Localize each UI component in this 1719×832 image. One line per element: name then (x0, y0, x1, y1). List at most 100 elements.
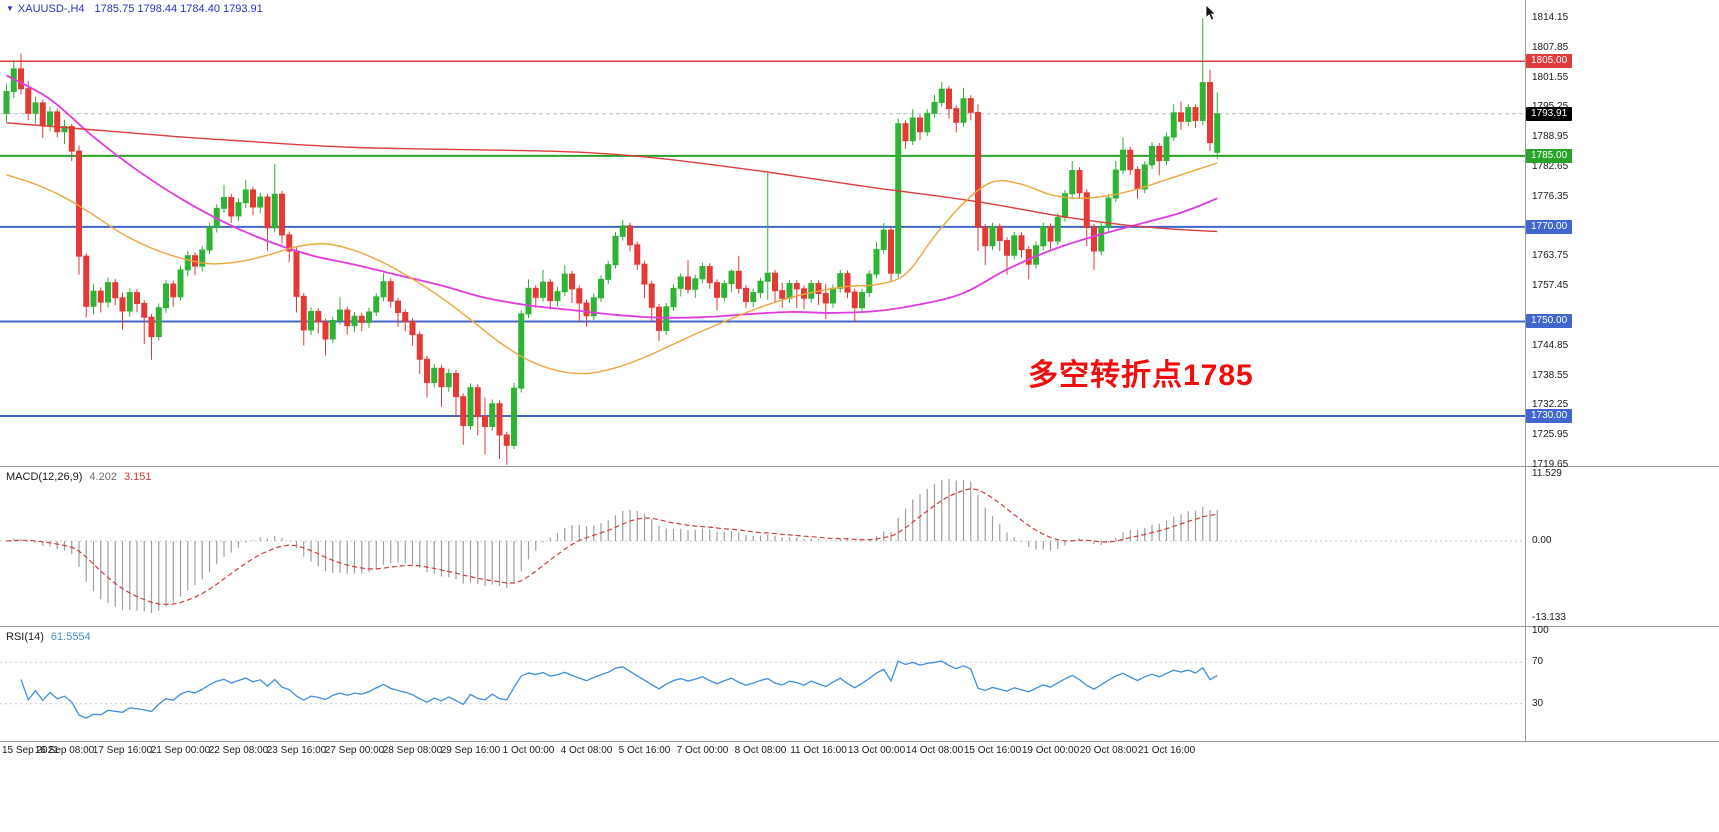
macd-main-value: 4.202 (89, 471, 117, 483)
candle (931, 101, 938, 114)
time-label: 20 Oct 08:00 (1079, 745, 1138, 756)
candle (155, 307, 162, 338)
candle (351, 315, 358, 327)
dropdown-triangle-icon[interactable]: ▼ (6, 4, 14, 13)
candle (221, 197, 227, 209)
price-tick: 1738.55 (1532, 369, 1569, 381)
candle (902, 123, 909, 142)
macd-panel[interactable] (0, 467, 1525, 626)
rsi-value: 61.5554 (50, 631, 91, 643)
candle (97, 290, 104, 303)
candle (358, 315, 365, 323)
candle (750, 292, 757, 303)
time-label: 1 Oct 00:00 (502, 745, 555, 756)
candle (482, 416, 488, 427)
candle (822, 293, 829, 304)
candle (917, 117, 923, 133)
ma-magenta[interactable] (6, 74, 1218, 319)
candle (344, 309, 351, 327)
candle (402, 311, 409, 322)
candle (1112, 169, 1119, 199)
candle (938, 88, 945, 103)
candle (90, 290, 97, 307)
candle (888, 229, 894, 274)
candle (518, 313, 525, 389)
candle (119, 297, 126, 312)
rsi-tick: 30 (1532, 697, 1544, 709)
candle (598, 278, 604, 299)
time-label: 21 Oct 16:00 (1137, 745, 1196, 756)
time-label: 7 Oct 00:00 (676, 745, 729, 756)
candle (387, 281, 394, 302)
candle (424, 358, 430, 383)
price-tick: 1763.75 (1532, 250, 1569, 262)
candle (714, 282, 720, 298)
rsi-panel[interactable] (0, 627, 1525, 741)
price-level-badge: 1785.00 (1526, 148, 1573, 163)
candle (511, 387, 517, 446)
candle (779, 290, 786, 299)
candle (279, 193, 285, 236)
candle (308, 311, 314, 331)
candle (235, 202, 242, 217)
candle (670, 287, 677, 308)
candle (547, 281, 554, 302)
candle (648, 283, 655, 308)
candle (460, 396, 467, 427)
panel-separator[interactable] (0, 626, 1719, 627)
candle (525, 287, 532, 315)
time-label: 8 Oct 08:00 (734, 745, 787, 756)
candle (1054, 216, 1061, 242)
annotation-text[interactable]: 多空转折点1785 (1028, 359, 1254, 392)
candle (677, 276, 684, 289)
price-axis[interactable]: 1814.151807.851801.551795.251788.951782.… (1526, 0, 1719, 762)
candle (54, 111, 61, 133)
candle (692, 278, 699, 290)
candle (1141, 164, 1148, 190)
price-level-badge: 1750.00 (1526, 314, 1573, 329)
candle (844, 273, 851, 293)
candle (1076, 170, 1083, 194)
candle (264, 196, 271, 229)
price-tick: 1744.85 (1532, 339, 1569, 351)
rsi-indicator-label: RSI(14) 61.5554 (6, 631, 91, 643)
time-label: 14 Oct 08:00 (905, 745, 964, 756)
candle (271, 193, 278, 229)
main-price-chart[interactable] (0, 0, 1525, 466)
candle (228, 197, 235, 217)
candle (453, 372, 459, 398)
candle (540, 281, 546, 298)
candle (1018, 235, 1025, 251)
candle (554, 291, 561, 302)
candle (250, 189, 256, 208)
candle (1185, 107, 1192, 122)
candle (300, 295, 307, 331)
candle (380, 281, 387, 298)
candle (837, 273, 844, 289)
candle (1192, 107, 1199, 121)
candle (656, 306, 662, 331)
candle (148, 316, 155, 338)
ma-red[interactable] (6, 122, 1218, 233)
candle (873, 249, 880, 275)
candle (83, 255, 90, 307)
panel-separator[interactable] (0, 741, 1719, 742)
macd-tick: -13.133 (1532, 611, 1566, 623)
candle (1170, 112, 1177, 138)
time-label: 4 Oct 08:00 (560, 745, 613, 756)
candle (706, 266, 713, 284)
candle (634, 244, 641, 265)
price-axis-separator[interactable] (1525, 0, 1526, 741)
time-axis[interactable]: 15 Sep 2021 16 Sep 08:00 17 Sep 16:00 21 Se… (0, 742, 1719, 762)
time-label: 21 Sep 00:00 (150, 745, 211, 756)
candle (1098, 226, 1105, 252)
candle (786, 283, 793, 299)
panel-separator[interactable] (0, 466, 1719, 467)
candle (880, 229, 887, 251)
ma-orange[interactable] (6, 162, 1218, 375)
price-tick: 1788.95 (1532, 131, 1569, 143)
candle (199, 249, 206, 267)
macd-signal-value: 3.151 (123, 471, 152, 483)
rsi-line (20, 660, 1218, 719)
price-tick: 1801.55 (1532, 71, 1569, 83)
